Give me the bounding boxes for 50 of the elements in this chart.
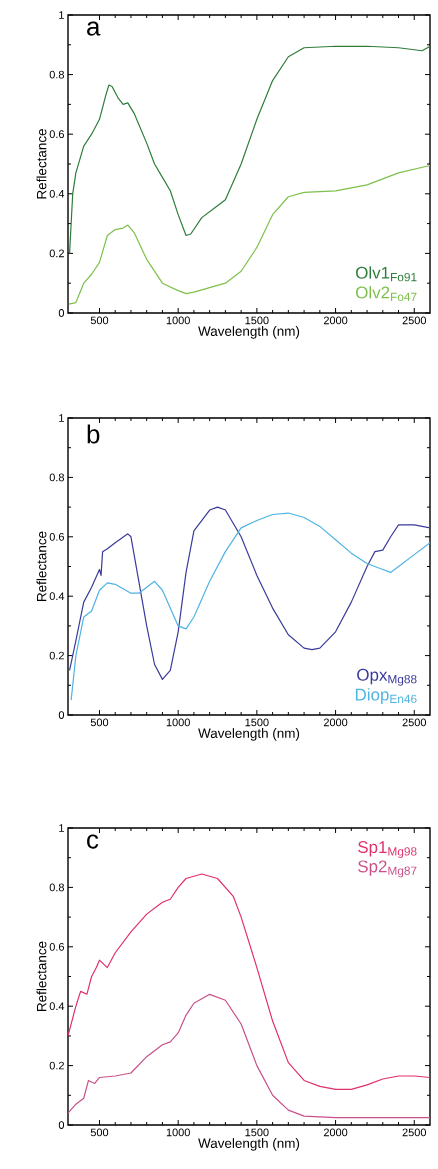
y-tick-label: 0.8	[49, 883, 64, 892]
x-axis-title: Wavelength (nm)	[198, 326, 300, 339]
y-tick-label: 0.6	[49, 942, 64, 951]
chart-title: a	[87, 21, 101, 36]
y-axis-title: Reflectance	[36, 129, 47, 199]
x-tick-label: 500	[90, 718, 109, 727]
x-tick-label: 2500	[402, 316, 427, 325]
y-tick-label: 0.4	[49, 592, 65, 601]
y-axis-title: Reflectance	[36, 531, 47, 601]
text: Olv2$_{Fo47}$	[356, 286, 417, 302]
x-tick-label: 2000	[323, 316, 348, 325]
x-tick-label: 500	[90, 1128, 109, 1137]
x-tick-label: 500	[90, 316, 109, 325]
text: Sp1$_{Mg98}$	[358, 841, 417, 858]
line-series	[68, 45, 430, 254]
text: Olv1$_{Fo91}$	[356, 266, 417, 282]
y-tick-label: 0.6	[49, 532, 64, 541]
chart-title: c	[87, 834, 99, 849]
x-tick-label: 2500	[402, 1128, 427, 1137]
text: Diop$_{En46}$	[355, 688, 417, 704]
y-tick-label: 0.4	[49, 189, 65, 198]
y-tick-label: 1	[59, 11, 64, 19]
y-tick-label: 0.8	[49, 70, 64, 79]
y-tick-label: 0.2	[49, 651, 64, 660]
y-axis-title: Reflectance	[36, 941, 47, 1011]
y-tick-label: 0	[58, 711, 65, 719]
x-tick-label: 1000	[166, 718, 190, 727]
y-tick-label: 1	[59, 824, 64, 832]
x-axis-title: Wavelength (nm)	[198, 1138, 300, 1151]
chart-title: b	[87, 424, 100, 444]
x-tick-label: 1000	[166, 316, 190, 325]
y-tick-label: 0.6	[49, 130, 64, 139]
x-tick-label: 2000	[323, 718, 348, 727]
y-tick-label: 0.2	[49, 249, 64, 258]
x-tick-label: 1500	[245, 1128, 269, 1137]
text: Sp2$_{Mg87}$	[358, 860, 417, 878]
x-tick-label: 2000	[323, 1128, 348, 1137]
y-tick-label: 0.2	[49, 1061, 64, 1070]
y-tick-label: 1	[59, 414, 64, 422]
line-series	[68, 993, 430, 1119]
x-tick-label: 1500	[245, 316, 269, 325]
x-tick-label: 1000	[166, 1128, 190, 1137]
y-tick-label: 0.4	[49, 1002, 65, 1011]
x-tick-label: 1500	[245, 718, 269, 727]
y-tick-label: 0	[58, 309, 65, 317]
y-tick-label: 0.8	[49, 473, 64, 482]
x-tick-label: 2500	[402, 718, 427, 727]
x-axis-title: Wavelength (nm)	[198, 728, 300, 741]
text: Opx$_{Mg88}$	[357, 668, 417, 686]
y-tick-label: 0	[58, 1121, 65, 1129]
